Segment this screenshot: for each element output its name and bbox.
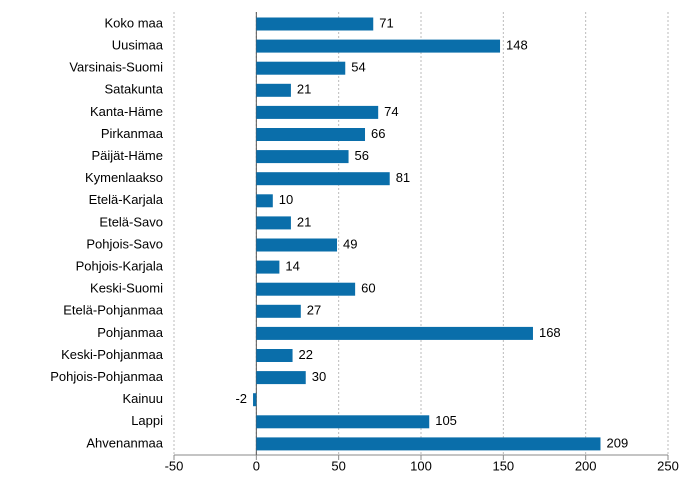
y-tick-label: Keski-Suomi [90, 281, 163, 296]
y-tick-label: Pohjois-Karjala [76, 259, 164, 274]
y-tick-label: Pohjanmaa [97, 325, 164, 340]
y-tick-label: Etelä-Savo [99, 214, 163, 229]
bar [256, 83, 291, 97]
data-label: 22 [299, 347, 313, 362]
bar [256, 194, 273, 208]
y-tick-label: Lappi [131, 413, 163, 428]
bar [256, 326, 533, 340]
x-tick-label: 100 [410, 458, 432, 473]
x-tick-label: 0 [253, 458, 260, 473]
data-label: 14 [285, 259, 299, 274]
bar [256, 150, 349, 164]
data-label: 49 [343, 236, 357, 251]
bar [256, 260, 280, 274]
y-tick-label: Pohjois-Pohjanmaa [50, 369, 164, 384]
x-tick-label: -50 [165, 458, 184, 473]
bar [256, 172, 390, 186]
y-tick-label: Etelä-Pohjanmaa [63, 303, 163, 318]
data-label: 148 [506, 38, 528, 53]
data-label: 10 [279, 192, 293, 207]
bar [256, 105, 379, 119]
bar [256, 238, 338, 252]
bar [256, 437, 601, 451]
data-label: 209 [606, 435, 628, 450]
x-tick-label: 200 [575, 458, 597, 473]
y-tick-label: Varsinais-Suomi [69, 60, 163, 75]
y-tick-label: Keski-Pohjanmaa [61, 347, 164, 362]
data-label: 71 [379, 15, 393, 30]
data-label: 54 [351, 60, 365, 75]
y-tick-label: Kainuu [123, 391, 163, 406]
bar [256, 304, 301, 318]
bar [256, 17, 374, 31]
y-tick-label: Pohjois-Savo [86, 236, 163, 251]
bar [256, 128, 366, 141]
data-label: 74 [384, 104, 398, 119]
data-label: 105 [435, 413, 457, 428]
y-tick-label: Kanta-Häme [90, 104, 163, 119]
y-tick-label: Koko maa [104, 15, 163, 30]
bar [256, 415, 430, 429]
y-tick-label: Päijät-Häme [91, 148, 163, 163]
data-label: 56 [355, 148, 369, 163]
data-label: 66 [371, 126, 385, 141]
data-label: 81 [396, 170, 410, 185]
data-label: 168 [539, 325, 561, 340]
data-label: 60 [361, 281, 375, 296]
data-label: -2 [235, 391, 247, 406]
y-tick-label: Etelä-Karjala [89, 192, 164, 207]
bar [256, 61, 346, 75]
x-tick-label: 50 [331, 458, 345, 473]
y-tick-label: Pirkanmaa [101, 126, 164, 141]
bar [256, 39, 501, 53]
y-tick-label: Kymenlaakso [85, 170, 163, 185]
bar [256, 371, 306, 385]
data-label: 21 [297, 82, 311, 97]
bar [256, 282, 356, 296]
x-tick-label: 250 [657, 458, 679, 473]
bar [256, 216, 291, 230]
data-label: 27 [307, 303, 321, 318]
x-tick-label: 150 [492, 458, 514, 473]
y-tick-label: Satakunta [104, 82, 163, 97]
data-label: 21 [297, 214, 311, 229]
data-label: 30 [312, 369, 326, 384]
y-tick-label: Uusimaa [112, 38, 164, 53]
bar [256, 349, 293, 362]
y-tick-label: Ahvenanmaa [86, 435, 163, 450]
bar [253, 393, 257, 407]
